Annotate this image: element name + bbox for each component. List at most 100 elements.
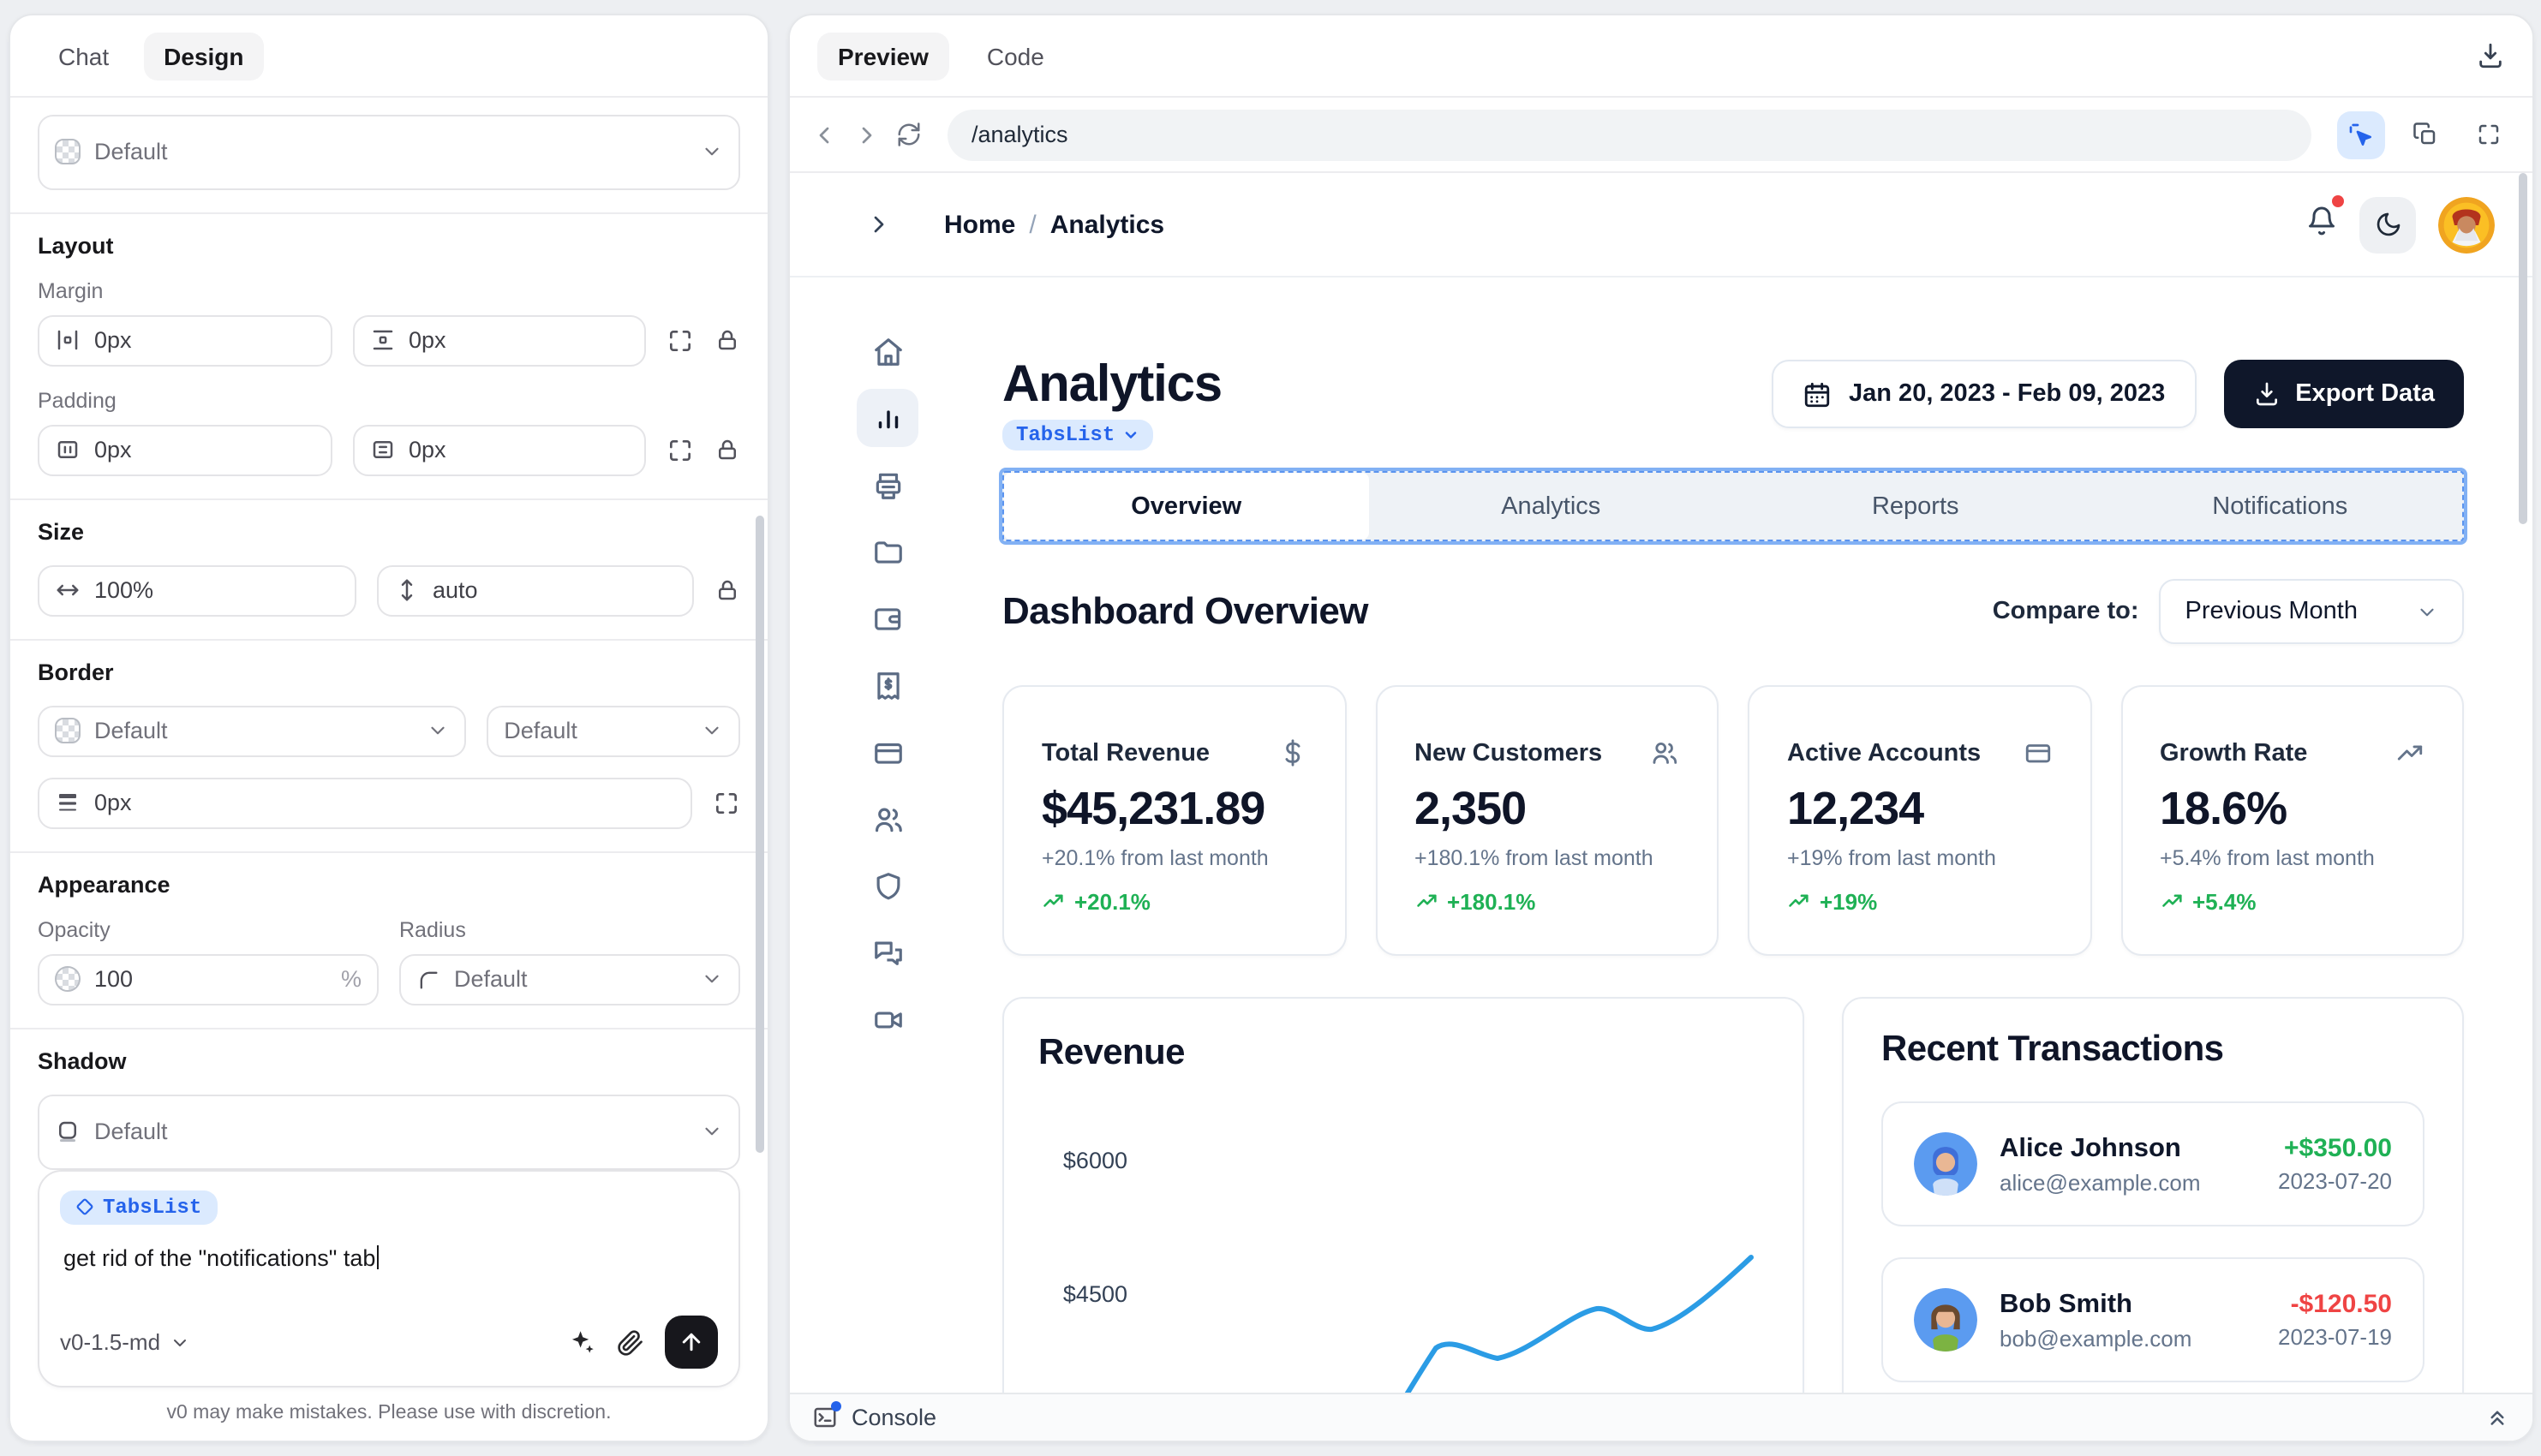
fullscreen-button[interactable] bbox=[2464, 110, 2512, 158]
tab-code[interactable]: Code bbox=[986, 42, 1044, 69]
margin-horizontal-icon bbox=[55, 328, 81, 354]
send-button[interactable] bbox=[665, 1316, 718, 1369]
opacity-input[interactable]: 100 % bbox=[38, 953, 379, 1005]
transaction-name: Bob Smith bbox=[2000, 1289, 2132, 1318]
corner-radius-icon bbox=[416, 968, 440, 992]
stat-value: 12,234 bbox=[1787, 783, 1924, 834]
transaction-date: 2023-07-19 bbox=[2278, 1324, 2392, 1350]
tab-chat[interactable]: Chat bbox=[58, 42, 110, 69]
tab-notifications[interactable]: Notifications bbox=[2212, 492, 2348, 520]
trend-up-icon bbox=[1787, 890, 1811, 914]
width-value: 100% bbox=[94, 577, 154, 604]
transaction-name: Alice Johnson bbox=[2000, 1133, 2181, 1162]
margin-lock-icon[interactable] bbox=[714, 328, 740, 354]
size-lock-icon[interactable] bbox=[714, 578, 740, 604]
url-input[interactable]: /analytics bbox=[948, 109, 2311, 160]
tab-analytics[interactable]: Analytics bbox=[1501, 492, 1601, 520]
chevron-down-icon bbox=[701, 969, 723, 991]
padding-y-value: 0px bbox=[409, 437, 446, 463]
preview-scrollbar[interactable] bbox=[2519, 173, 2527, 524]
padding-x-value: 0px bbox=[94, 437, 132, 463]
border-style-select[interactable]: Default bbox=[487, 705, 740, 757]
export-data-button[interactable]: Export Data bbox=[2223, 360, 2464, 428]
revenue-line-chart: $6000 $4500 $3000 bbox=[1063, 1148, 1754, 1441]
padding-y-input[interactable]: 0px bbox=[352, 424, 646, 476]
breadcrumb-separator: / bbox=[1029, 210, 1037, 239]
model-select[interactable]: v0-1.5-md bbox=[60, 1329, 189, 1355]
export-label: Export Data bbox=[2295, 380, 2435, 408]
browser-toolbar: /analytics bbox=[790, 98, 2532, 173]
folder-icon[interactable] bbox=[857, 522, 918, 581]
left-panel-scrollbar[interactable] bbox=[756, 516, 764, 1153]
date-range-button[interactable]: Jan 20, 2023 - Feb 09, 2023 bbox=[1772, 360, 2197, 428]
compare-select[interactable]: Previous Month bbox=[2159, 579, 2464, 644]
tab-design[interactable]: Design bbox=[143, 32, 265, 80]
printer-icon[interactable] bbox=[857, 456, 918, 514]
refresh-icon[interactable] bbox=[896, 122, 922, 147]
wallet-icon[interactable] bbox=[857, 589, 918, 647]
dark-mode-toggle[interactable] bbox=[2359, 196, 2416, 253]
padding-lock-icon[interactable] bbox=[714, 438, 740, 463]
sidebar-toggle-icon[interactable] bbox=[865, 211, 893, 238]
users-icon[interactable] bbox=[857, 790, 918, 848]
stat-label: Active Accounts bbox=[1787, 739, 1982, 767]
receipt-icon[interactable] bbox=[857, 656, 918, 714]
padding-expand-icon[interactable] bbox=[667, 437, 694, 464]
selected-component-badge[interactable]: TabsList bbox=[1002, 420, 1153, 451]
download-icon[interactable] bbox=[2476, 41, 2505, 70]
appearance-section-title: Appearance bbox=[38, 871, 170, 898]
prompt-composer[interactable]: TabsList get rid of the "notifications" … bbox=[38, 1169, 740, 1387]
border-width-input[interactable]: 0px bbox=[38, 777, 692, 829]
width-input[interactable]: 100% bbox=[38, 564, 356, 617]
radius-select[interactable]: Default bbox=[399, 953, 740, 1005]
ytick-4500: $4500 bbox=[1063, 1281, 1127, 1307]
border-color-controls: Default Default bbox=[38, 705, 740, 757]
home-icon[interactable] bbox=[857, 322, 918, 380]
border-color-select[interactable]: Default bbox=[38, 705, 467, 757]
stat-delta-value: +19% bbox=[1820, 889, 1878, 915]
back-icon[interactable] bbox=[810, 121, 838, 148]
breadcrumb-current: Analytics bbox=[1049, 210, 1165, 239]
margin-y-input[interactable]: 0px bbox=[352, 314, 646, 367]
text-caret bbox=[377, 1245, 380, 1269]
console-bar[interactable]: Console bbox=[790, 1393, 2532, 1441]
sparkles-icon[interactable] bbox=[567, 1328, 596, 1357]
inspect-cursor-button[interactable] bbox=[2337, 110, 2385, 158]
chevrons-up-icon[interactable] bbox=[2484, 1405, 2510, 1430]
forward-icon[interactable] bbox=[853, 121, 881, 148]
breadcrumb-home[interactable]: Home bbox=[944, 210, 1016, 239]
transaction-row-bob[interactable]: Bob Smith bob@example.com -$120.50 2023-… bbox=[1881, 1257, 2424, 1382]
shield-icon[interactable] bbox=[857, 856, 918, 915]
tab-overview[interactable]: Overview bbox=[1004, 473, 1369, 540]
margin-y-value: 0px bbox=[409, 327, 446, 354]
shadow-select[interactable]: Default bbox=[38, 1094, 740, 1169]
messages-icon[interactable] bbox=[857, 923, 918, 982]
height-input[interactable]: auto bbox=[376, 564, 694, 617]
selected-component-chip[interactable]: TabsList bbox=[60, 1190, 218, 1224]
prompt-input[interactable]: get rid of the "notifications" tab bbox=[63, 1245, 714, 1271]
transaction-amount: +$350.00 bbox=[2284, 1134, 2392, 1163]
component-variant-select[interactable]: Default bbox=[38, 115, 740, 190]
margin-x-input[interactable]: 0px bbox=[38, 314, 332, 367]
copy-button[interactable] bbox=[2400, 110, 2448, 158]
app-sidebar bbox=[790, 277, 985, 1441]
tab-reports[interactable]: Reports bbox=[1871, 492, 1959, 520]
compare-value: Previous Month bbox=[2185, 598, 2359, 625]
radius-value: Default bbox=[454, 966, 528, 993]
user-avatar[interactable] bbox=[2438, 196, 2495, 253]
appearance-controls: Opacity 100 % Radius Default bbox=[38, 918, 740, 1005]
tab-preview[interactable]: Preview bbox=[817, 32, 949, 80]
notification-dot bbox=[2332, 194, 2344, 206]
bar-chart-icon[interactable] bbox=[857, 389, 918, 447]
transaction-row-alice[interactable]: Alice Johnson alice@example.com +$350.00… bbox=[1881, 1101, 2424, 1226]
opacity-circle-icon bbox=[55, 966, 81, 993]
credit-card-icon[interactable] bbox=[857, 723, 918, 781]
size-section-title: Size bbox=[38, 518, 85, 545]
border-expand-icon[interactable] bbox=[713, 790, 740, 817]
padding-x-input[interactable]: 0px bbox=[38, 424, 332, 476]
notifications-bell-button[interactable] bbox=[2306, 194, 2344, 244]
margin-label: Margin bbox=[38, 278, 104, 303]
video-icon[interactable] bbox=[857, 990, 918, 1048]
paperclip-icon[interactable] bbox=[617, 1328, 644, 1356]
margin-expand-icon[interactable] bbox=[667, 327, 694, 355]
